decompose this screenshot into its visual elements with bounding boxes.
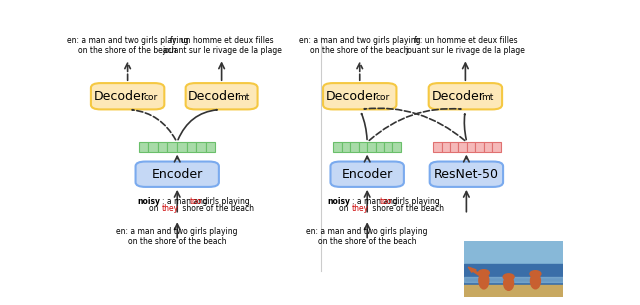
Ellipse shape	[531, 273, 540, 289]
Text: Decoder: Decoder	[94, 90, 147, 103]
FancyArrowPatch shape	[369, 109, 461, 140]
FancyBboxPatch shape	[206, 142, 216, 152]
Text: en: a man and two girls playing
on the shore of the beach: en: a man and two girls playing on the s…	[67, 36, 188, 56]
FancyBboxPatch shape	[136, 162, 219, 187]
FancyArrowPatch shape	[178, 109, 217, 140]
FancyBboxPatch shape	[442, 142, 450, 152]
FancyBboxPatch shape	[450, 142, 458, 152]
Text: ResNet-50: ResNet-50	[434, 168, 499, 181]
Text: en: a man and two girls playing
on the shore of the beach: en: a man and two girls playing on the s…	[116, 227, 238, 246]
Text: Decoder: Decoder	[188, 90, 241, 103]
FancyBboxPatch shape	[367, 142, 376, 152]
Text: Encoder: Encoder	[152, 168, 203, 181]
Circle shape	[478, 270, 490, 276]
Text: too: too	[189, 197, 202, 206]
FancyBboxPatch shape	[492, 142, 500, 152]
Ellipse shape	[479, 272, 489, 289]
FancyArrowPatch shape	[364, 108, 465, 141]
FancyBboxPatch shape	[376, 142, 384, 152]
FancyBboxPatch shape	[458, 142, 467, 152]
FancyBboxPatch shape	[350, 142, 359, 152]
FancyBboxPatch shape	[167, 142, 177, 152]
Text: too: too	[380, 197, 392, 206]
FancyBboxPatch shape	[157, 142, 167, 152]
FancyBboxPatch shape	[91, 83, 164, 109]
FancyBboxPatch shape	[429, 162, 503, 187]
FancyBboxPatch shape	[342, 142, 350, 152]
Circle shape	[503, 274, 514, 280]
Text: noisy: noisy	[138, 197, 161, 206]
FancyArrow shape	[468, 267, 484, 278]
FancyBboxPatch shape	[484, 142, 492, 152]
Text: they: they	[352, 203, 369, 213]
FancyArrowPatch shape	[132, 110, 175, 140]
Bar	[464, 264, 563, 287]
Text: shore of the beach: shore of the beach	[370, 203, 444, 213]
Text: on: on	[149, 203, 161, 213]
Text: en: a man and two girls playing
on the shore of the beach: en: a man and two girls playing on the s…	[299, 36, 420, 56]
FancyBboxPatch shape	[323, 83, 396, 109]
FancyBboxPatch shape	[429, 83, 502, 109]
FancyBboxPatch shape	[392, 142, 401, 152]
Text: girls playing: girls playing	[390, 197, 439, 206]
FancyBboxPatch shape	[177, 142, 187, 152]
FancyBboxPatch shape	[138, 142, 148, 152]
FancyBboxPatch shape	[433, 142, 442, 152]
Circle shape	[530, 271, 541, 277]
Bar	[464, 285, 563, 297]
Text: Decoder: Decoder	[431, 90, 484, 103]
FancyBboxPatch shape	[359, 142, 367, 152]
Text: cor: cor	[375, 93, 390, 102]
Text: fr: un homme et deux filles
jouant sur le rivage de la plage: fr: un homme et deux filles jouant sur l…	[406, 36, 525, 56]
Text: on: on	[339, 203, 351, 213]
Text: Decoder: Decoder	[326, 90, 379, 103]
Text: en: a man and two girls playing
on the shore of the beach: en: a man and two girls playing on the s…	[307, 227, 428, 246]
Text: cor: cor	[143, 93, 157, 102]
FancyBboxPatch shape	[148, 142, 157, 152]
FancyBboxPatch shape	[187, 142, 196, 152]
FancyBboxPatch shape	[196, 142, 206, 152]
FancyBboxPatch shape	[333, 142, 342, 152]
Text: girls playing: girls playing	[200, 197, 250, 206]
Text: Encoder: Encoder	[342, 168, 393, 181]
Text: mt: mt	[481, 93, 493, 102]
Text: : a man and: : a man and	[352, 197, 400, 206]
Ellipse shape	[504, 276, 514, 290]
Text: they: they	[162, 203, 179, 213]
Text: shore of the beach: shore of the beach	[180, 203, 253, 213]
FancyArrowPatch shape	[464, 114, 467, 140]
FancyArrowPatch shape	[362, 114, 367, 139]
FancyBboxPatch shape	[467, 142, 476, 152]
Bar	[464, 241, 563, 266]
FancyBboxPatch shape	[384, 142, 392, 152]
Text: noisy: noisy	[328, 197, 351, 206]
Text: mt: mt	[237, 93, 250, 102]
Bar	[464, 277, 563, 282]
Text: fr: un homme et deux filles
jouant sur le rivage de la plage: fr: un homme et deux filles jouant sur l…	[162, 36, 282, 56]
FancyBboxPatch shape	[330, 162, 404, 187]
FancyBboxPatch shape	[186, 83, 257, 109]
Text: : a man and: : a man and	[162, 197, 210, 206]
FancyBboxPatch shape	[476, 142, 484, 152]
